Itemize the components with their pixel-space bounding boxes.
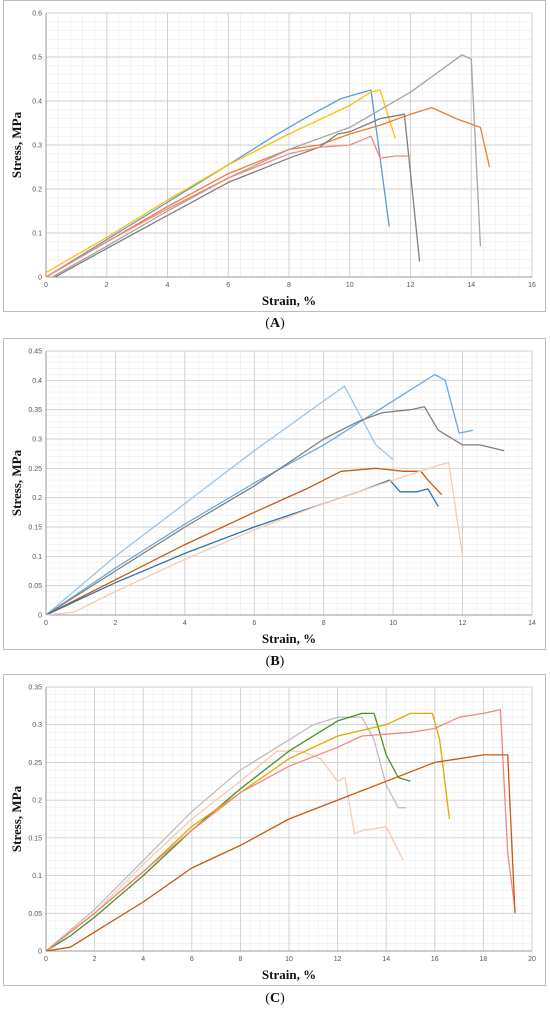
x-tick-label: 0 [44, 282, 48, 289]
x-tick-label: 2 [105, 282, 109, 289]
x-tick-label: 8 [287, 282, 291, 289]
x-tick-label: 10 [346, 282, 354, 289]
chart-c: 0 2 4 6 8 10 12 14 16 18 20 0 0.05 0.1 0.15 0.2 0.25 0.3 0… [9, 685, 536, 983]
x-tick-label: 8 [238, 956, 242, 963]
x-tick-label: 4 [166, 282, 170, 289]
x-tick-label: 16 [431, 956, 439, 963]
panel-c: 0 2 4 6 8 10 12 14 16 18 20 0 0.05 0.1 0.15 0.2 0.25 0.3 0… [0, 674, 550, 1011]
y-tick-label: 0.4 [32, 99, 42, 106]
x-tick-label: 12 [459, 620, 467, 627]
series-line-6 [45, 135, 411, 278]
series-line-6 [45, 754, 516, 952]
x-tick-label: 16 [528, 282, 536, 289]
chart-frame-b: 0 2 4 6 8 10 12 14 0 0.05 0.1 0.15 0.2 0.25 0.3 0.35 0.4… [3, 338, 546, 650]
y-tick-label: 0.15 [28, 835, 42, 842]
panel-a: 0 2 4 6 8 10 12 14 16 0 0.1 0.2 0.3 0.4 0.5 0.6 Strain, … [0, 0, 550, 338]
series-line-1 [45, 89, 390, 278]
y-axis-title: Stress, MPa [9, 449, 24, 516]
y-tick-label: 0 [38, 949, 42, 956]
x-axis-title: Strain, % [262, 631, 316, 646]
panel-label-c: (C) [265, 991, 285, 1006]
y-tick-label: 0.2 [32, 495, 42, 502]
x-tick-label: 0 [44, 956, 48, 963]
major-gridlines [45, 350, 533, 616]
series-line-3 [45, 106, 491, 278]
y-tick-label: 0.25 [28, 760, 42, 767]
x-tick-label: 2 [113, 620, 117, 627]
y-tick-label: 0.4 [32, 378, 42, 385]
x-tick-label: 6 [252, 620, 256, 627]
x-tick-label: 20 [528, 956, 536, 963]
x-tick-label: 4 [141, 956, 145, 963]
x-tick-label: 10 [389, 620, 397, 627]
y-tick-label: 0 [38, 275, 42, 282]
y-tick-label: 0.05 [28, 911, 42, 918]
x-axis-title: Strain, % [262, 293, 316, 308]
x-tick-label: 14 [382, 956, 390, 963]
y-tick-label: 0.2 [32, 798, 42, 805]
series-line-1 [45, 385, 394, 616]
x-tick-label: 6 [190, 956, 194, 963]
panel-label-a: (A) [265, 316, 285, 331]
y-tick-label: 0.1 [32, 873, 42, 880]
chart-a: 0 2 4 6 8 10 12 14 16 0 0.1 0.2 0.3 0.4 0.5 0.6 Strain, … [9, 11, 536, 309]
x-tick-label: 4 [183, 620, 187, 627]
panel-b: 0 2 4 6 8 10 12 14 0 0.05 0.1 0.15 0.2 0.25 0.3 0.35 0.4… [0, 338, 550, 674]
y-tick-label: 0.1 [32, 231, 42, 238]
chart-frame-c: 0 2 4 6 8 10 12 14 16 18 20 0 0.05 0.1 0.15 0.2 0.25 0.3 0… [3, 674, 546, 986]
y-tick-label: 0.6 [32, 11, 42, 18]
x-tick-label: 18 [480, 956, 488, 963]
x-tick-label: 12 [334, 956, 342, 963]
series-line-5 [45, 708, 516, 952]
series-line-2 [45, 750, 404, 952]
y-tick-label: 0.35 [28, 407, 42, 414]
x-tick-label: 14 [528, 620, 536, 627]
y-tick-label: 0.1 [32, 554, 42, 561]
y-tick-label: 0.2 [32, 187, 42, 194]
series-line-3 [45, 712, 411, 952]
y-axis-title: Stress, MPa [9, 785, 24, 852]
y-tick-label: 0.15 [28, 525, 42, 532]
x-tick-label: 12 [407, 282, 415, 289]
x-tick-label: 14 [467, 282, 475, 289]
chart-frame-a: 0 2 4 6 8 10 12 14 16 0 0.1 0.2 0.3 0.4 0.5 0.6 Strain, … [3, 0, 546, 312]
x-tick-label: 6 [226, 282, 230, 289]
y-tick-label: 0.45 [28, 349, 42, 356]
series-line-4 [51, 54, 482, 278]
chart-b: 0 2 4 6 8 10 12 14 0 0.05 0.1 0.15 0.2 0.25 0.3 0.35 0.4… [9, 349, 536, 647]
x-axis-title: Strain, % [262, 967, 316, 982]
x-tick-label: 8 [322, 620, 326, 627]
series-line-2 [45, 89, 396, 274]
y-tick-label: 0.3 [32, 722, 42, 729]
y-tick-label: 0.35 [28, 685, 42, 692]
series-line-2 [45, 373, 474, 616]
series-line-4 [45, 467, 443, 616]
major-gridlines [45, 686, 533, 952]
x-tick-label: 10 [285, 956, 293, 963]
series-line-6 [45, 461, 464, 616]
x-tick-label: 2 [93, 956, 97, 963]
series-line-3 [45, 406, 505, 616]
y-tick-label: 0.5 [32, 55, 42, 62]
x-tick-label: 0 [44, 620, 48, 627]
y-tick-label: 0.3 [32, 437, 42, 444]
panel-label-b: (B) [265, 654, 285, 669]
y-tick-label: 0 [38, 613, 42, 620]
series-line-1 [45, 716, 406, 952]
y-tick-label: 0.3 [32, 143, 42, 150]
y-tick-label: 0.05 [28, 583, 42, 590]
y-tick-label: 0.25 [28, 466, 42, 473]
minor-gridlines [45, 350, 533, 616]
y-axis-title: Stress, MPa [9, 111, 24, 178]
